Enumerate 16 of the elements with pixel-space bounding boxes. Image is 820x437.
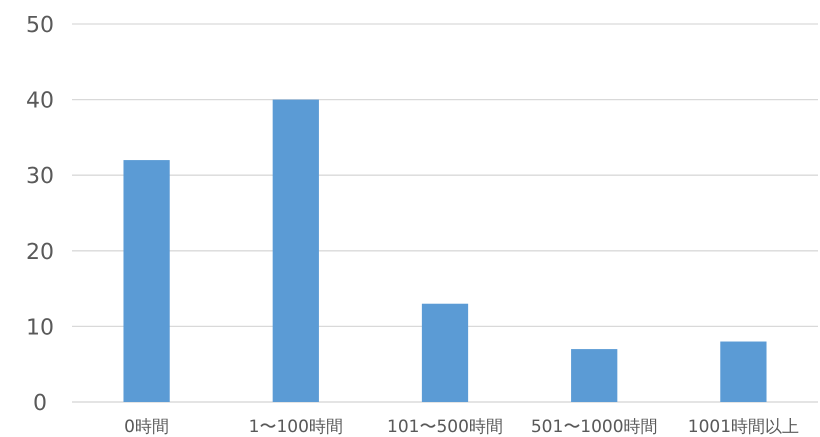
y-tick-label: 30 [26,164,54,190]
bar [422,304,468,402]
x-tick-label: 1001時間以上 [688,417,800,437]
x-tick-label: 501〜1000時間 [530,417,658,437]
bar [571,349,618,402]
x-tick-label: 0時間 [124,417,170,437]
bar [123,160,170,402]
y-tick-label: 10 [26,315,54,340]
y-tick-label: 0 [33,391,47,416]
bar [720,342,767,402]
y-tick-label: 20 [26,240,54,265]
bar [272,100,319,402]
y-tick-label: 40 [26,88,54,114]
y-tick-label: 50 [26,13,54,38]
x-tick-label: 1〜100時間 [248,417,343,437]
x-tick-label: 101〜500時間 [387,417,503,437]
